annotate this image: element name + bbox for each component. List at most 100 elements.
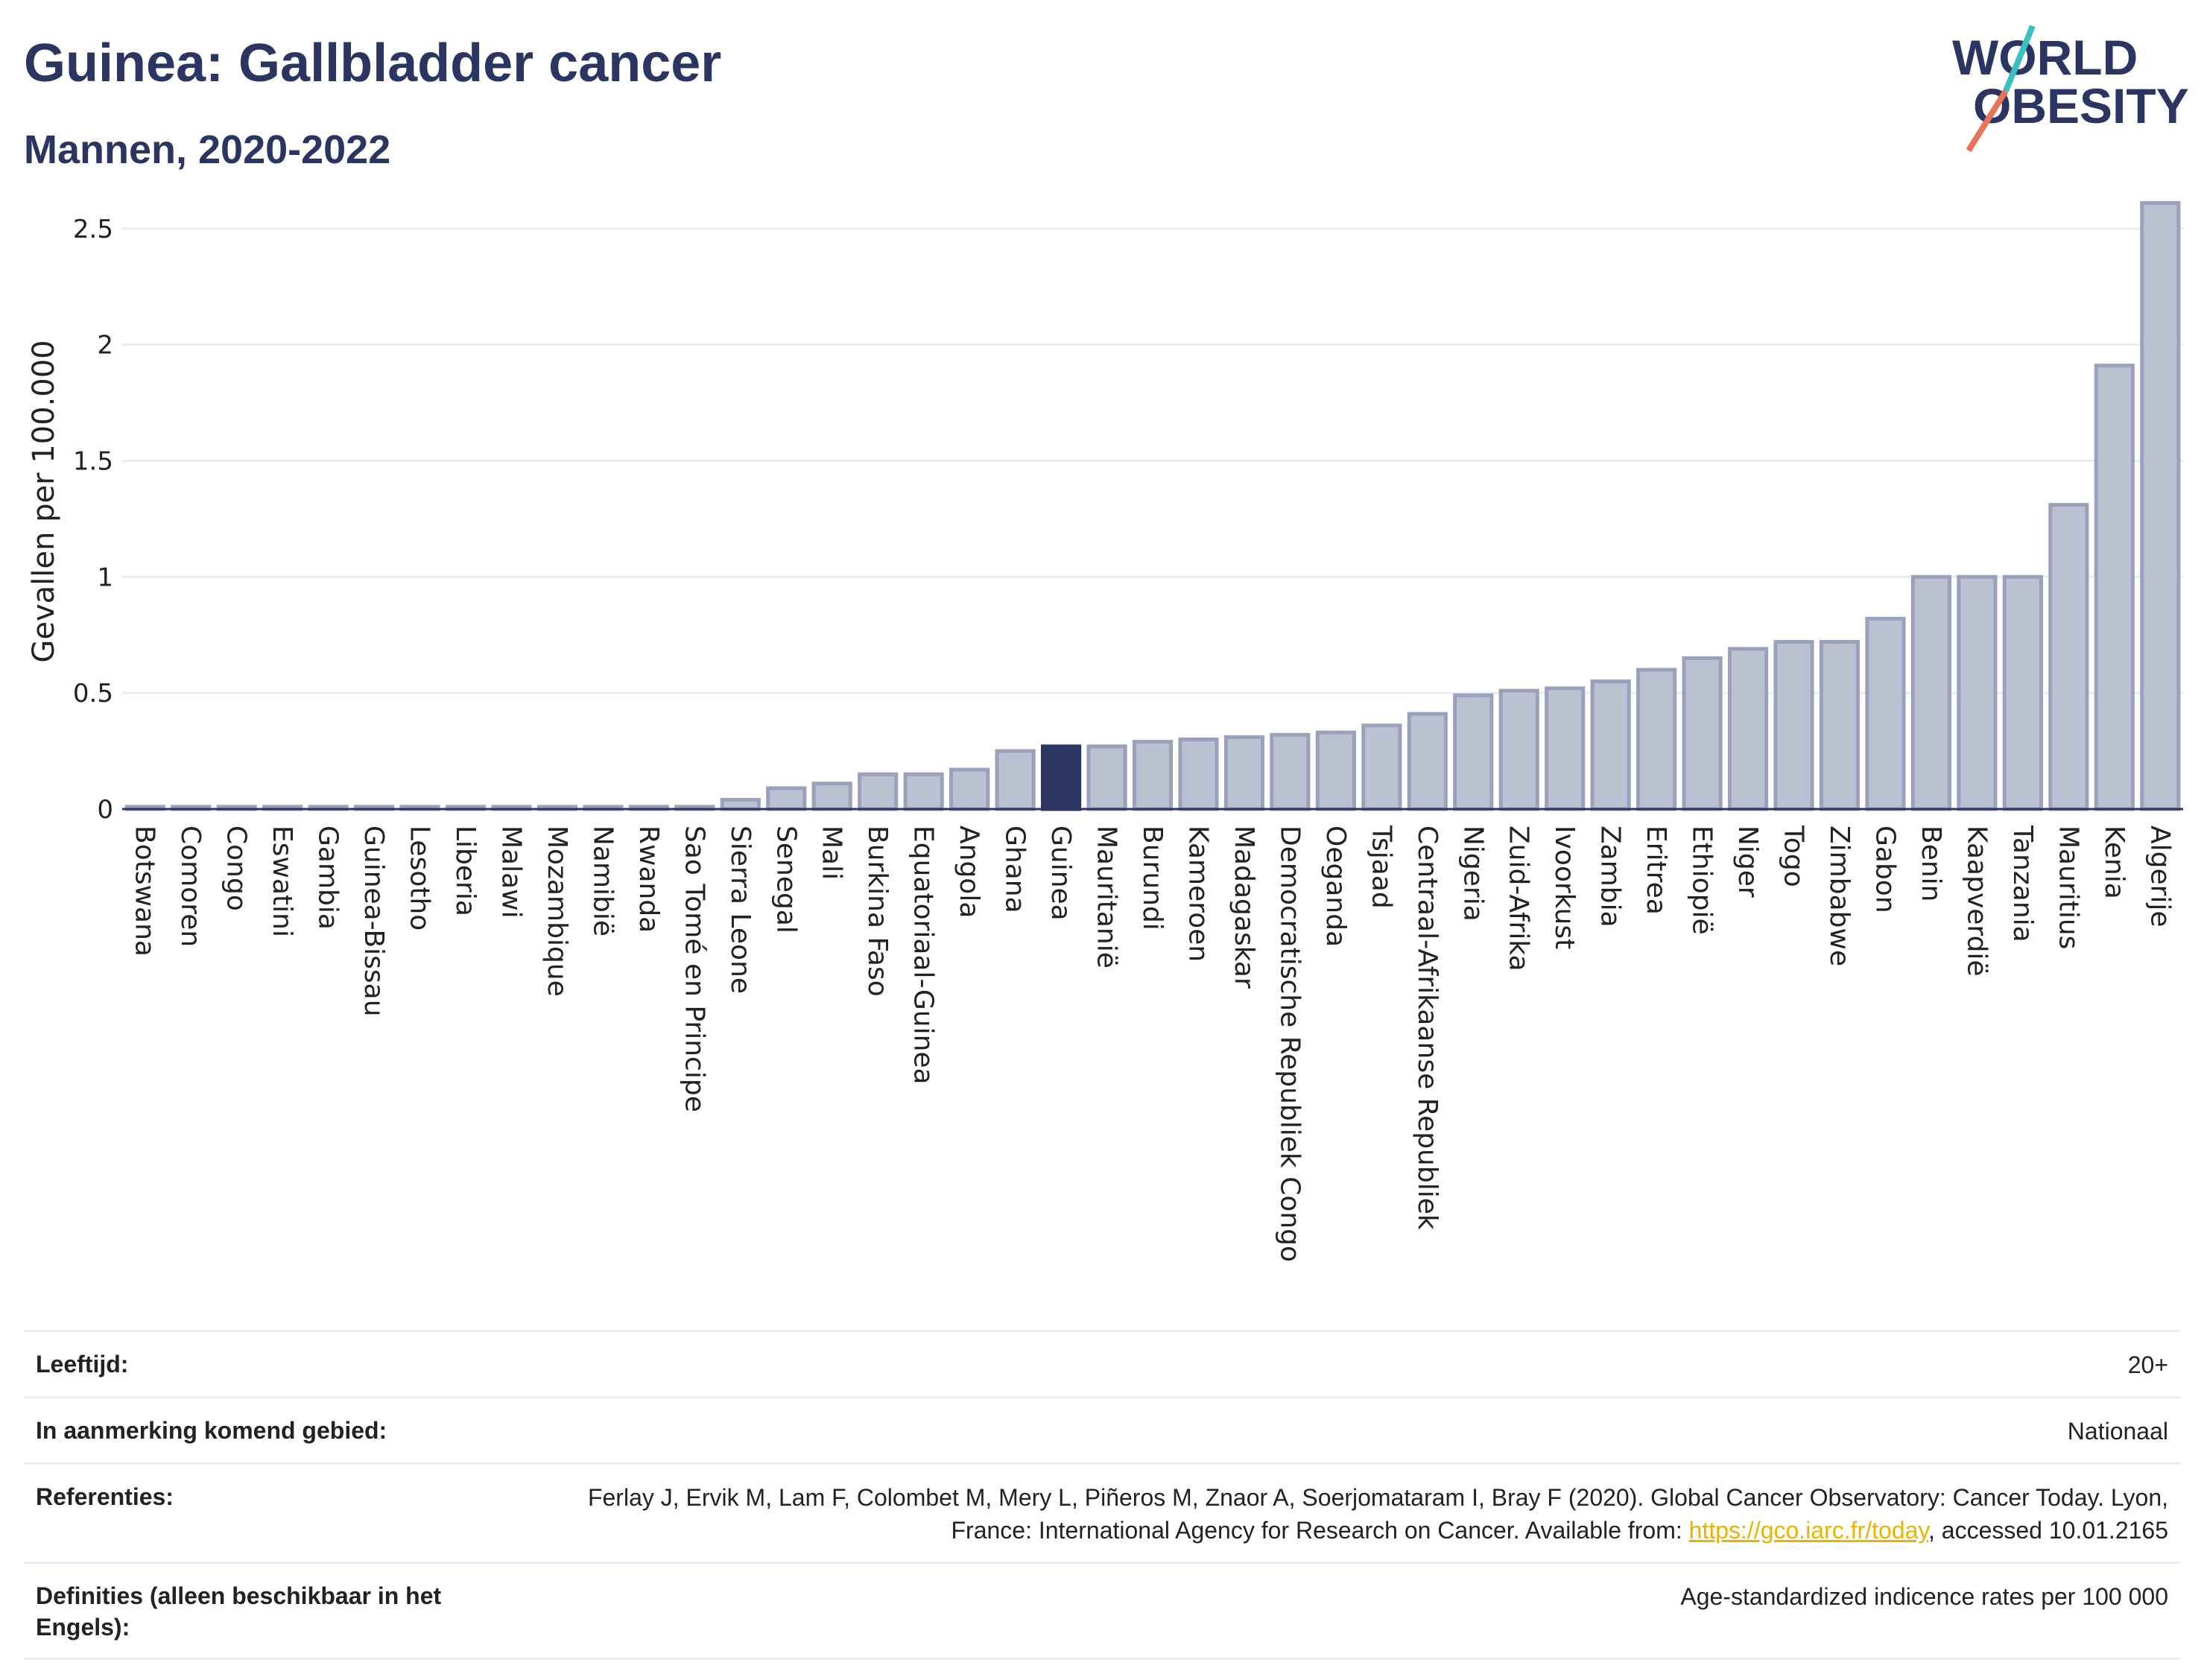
age-value: 20+ xyxy=(2127,1351,2168,1378)
bar xyxy=(1498,688,1539,811)
bar xyxy=(811,782,852,811)
x-tick-label: Sao Tomé en Principe xyxy=(679,825,709,1112)
x-tick-label: Comoren xyxy=(175,825,206,947)
x-tick-label: Zimbabwe xyxy=(1824,825,1855,966)
definitions-label: Definities (alleen beschikbaar in het En… xyxy=(36,1582,442,1641)
x-tick-label: Equatoriaal-Guinea xyxy=(908,825,939,1085)
x-tick-label: Guinea xyxy=(1045,825,1076,921)
x-tick-label: Rwanda xyxy=(633,825,664,933)
x-tick-label: Liberia xyxy=(450,825,481,916)
bar xyxy=(858,772,899,811)
x-tick-label: Zambia xyxy=(1595,825,1626,928)
x-tick-label: Tanzania xyxy=(2007,825,2038,942)
x-tick-label: Guinea-Bissau xyxy=(358,825,389,1017)
info-table: Leeftijd: 20+ In aanmerking komend gebie… xyxy=(24,1330,2180,1660)
bar xyxy=(1865,616,1906,811)
bar xyxy=(2002,574,2043,811)
x-tick-label: Tsjaad xyxy=(1366,825,1396,909)
x-tick-label: Niger xyxy=(1732,825,1763,898)
bar xyxy=(1270,732,1311,811)
bar xyxy=(1590,679,1631,811)
x-tick-label: Kaapverdië xyxy=(1961,825,1992,977)
bar xyxy=(903,772,944,811)
age-label: Leeftijd: xyxy=(36,1351,129,1378)
bar xyxy=(766,786,807,811)
bar xyxy=(2140,200,2181,811)
chart-subtitle: Mannen, 2020-2022 xyxy=(24,127,391,172)
info-row-references: Referenties: Ferlay J, Ervik M, Lam F, C… xyxy=(24,1462,2180,1562)
bar xyxy=(720,798,761,811)
info-row-definitions: Definities (alleen beschikbaar in het En… xyxy=(24,1562,2180,1660)
bar xyxy=(1178,737,1219,811)
logo-accent-coral xyxy=(1966,89,2009,153)
x-tick-label: Oeganda xyxy=(1320,825,1351,947)
area-value: Nationaal xyxy=(2067,1418,2168,1445)
x-tick-label: Burundi xyxy=(1137,825,1168,931)
x-tick-label: Angola xyxy=(954,825,984,918)
bar xyxy=(2094,364,2135,811)
bar xyxy=(1773,640,1814,811)
bar xyxy=(1545,686,1586,811)
references-link[interactable]: https://gco.iarc.fr/today xyxy=(1688,1517,1928,1544)
x-tick-label: Burkina Faso xyxy=(862,825,893,997)
definitions-value: Age-standardized indicence rates per 100… xyxy=(1680,1583,2168,1610)
x-tick-label: Democratische Republiek Congo xyxy=(1274,825,1305,1262)
bar xyxy=(2048,503,2089,811)
references-label: Referenties: xyxy=(36,1483,174,1510)
bar xyxy=(1910,574,1952,811)
bar xyxy=(1086,744,1127,811)
x-tick-label: Congo xyxy=(221,825,252,911)
bar xyxy=(1361,723,1402,811)
references-text: Ferlay J, Ervik M, Lam F, Colombet M, Me… xyxy=(587,1484,2168,1544)
x-tick-label: Algerije xyxy=(2144,825,2175,928)
area-label: In aanmerking komend gebied: xyxy=(36,1417,387,1444)
x-tick-label: Sierra Leone xyxy=(725,825,756,994)
x-tick-label: Togo xyxy=(1779,825,1809,887)
bar xyxy=(1132,740,1174,811)
logo-accent-teal xyxy=(2003,25,2036,92)
bar xyxy=(1957,574,1998,811)
bar xyxy=(949,767,990,811)
bar xyxy=(1636,668,1677,811)
y-tick-label: 1 xyxy=(97,562,113,592)
bar xyxy=(1407,711,1448,811)
x-tick-label: Namibië xyxy=(587,825,618,936)
x-tick-label: Gabon xyxy=(1869,825,1900,913)
y-axis-label: Gevallen per 100.000 xyxy=(27,340,61,662)
logo-line1: WORLD xyxy=(1952,30,2138,85)
references-value: Ferlay J, Ervik M, Lam F, Colombet M, Me… xyxy=(529,1481,2168,1547)
bar-highlighted xyxy=(1040,744,1082,811)
x-tick-label: Lesotho xyxy=(405,825,435,931)
bar xyxy=(995,749,1036,811)
y-tick-label: 2.5 xyxy=(73,215,113,244)
x-tick-label: Malawi xyxy=(495,825,526,919)
x-tick-label: Benin xyxy=(1916,825,1946,901)
x-tick-label: Madagaskar xyxy=(1229,825,1259,989)
chart-title: Guinea: Gallbladder cancer xyxy=(24,34,722,93)
y-tick-label: 0.5 xyxy=(73,679,113,709)
bar-chart: 0 0.5 1 1.5 2 2.5 Gevallen per 100.000 Botswana… xyxy=(27,200,2183,1262)
references-accessed: , accessed 10.01.2165 xyxy=(1928,1517,2168,1544)
bar xyxy=(1819,640,1861,811)
x-tick-label: Zuid-Afrika xyxy=(1504,825,1534,971)
x-tick-label: Centraal-Afrikaanse Republiek xyxy=(1412,825,1443,1230)
bar xyxy=(1727,647,1769,811)
x-tick-label: Mozambique xyxy=(542,825,572,997)
world-obesity-logo: WORLD OBESITY xyxy=(1952,25,2189,153)
y-tick-label: 1.5 xyxy=(73,446,113,476)
y-tick-label: 2 xyxy=(97,331,113,361)
x-tick-label: Mauritanië xyxy=(1092,825,1122,969)
bar xyxy=(1682,656,1723,811)
bar xyxy=(1223,735,1265,811)
x-tick-label: Kenia xyxy=(2099,825,2129,899)
bar xyxy=(1315,730,1356,811)
x-tick-label: Eswatini xyxy=(267,825,297,937)
x-tick-label: Mauritius xyxy=(2053,825,2083,949)
x-tick-label: Ghana xyxy=(1000,825,1030,913)
x-tick-label: Gambia xyxy=(313,825,343,930)
x-tick-label: Mali xyxy=(817,825,847,880)
x-tick-label: Senegal xyxy=(770,825,801,933)
x-tick-label: Ivoorkust xyxy=(1549,825,1580,949)
x-tick-label: Nigeria xyxy=(1457,825,1488,922)
x-tick-label: Kameroen xyxy=(1182,825,1213,962)
